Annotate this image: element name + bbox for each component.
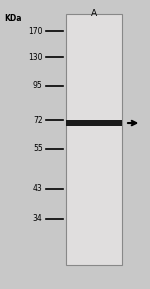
Bar — [66, 14, 122, 265]
Text: A: A — [91, 9, 97, 18]
Text: 55: 55 — [33, 144, 43, 153]
Text: 34: 34 — [33, 214, 43, 223]
Text: KDa: KDa — [4, 14, 22, 23]
Text: 130: 130 — [28, 53, 43, 62]
Text: 72: 72 — [33, 116, 43, 125]
Text: 95: 95 — [33, 81, 43, 90]
Text: 170: 170 — [28, 27, 43, 36]
Bar — [66, 120, 122, 126]
Text: 43: 43 — [33, 184, 43, 193]
